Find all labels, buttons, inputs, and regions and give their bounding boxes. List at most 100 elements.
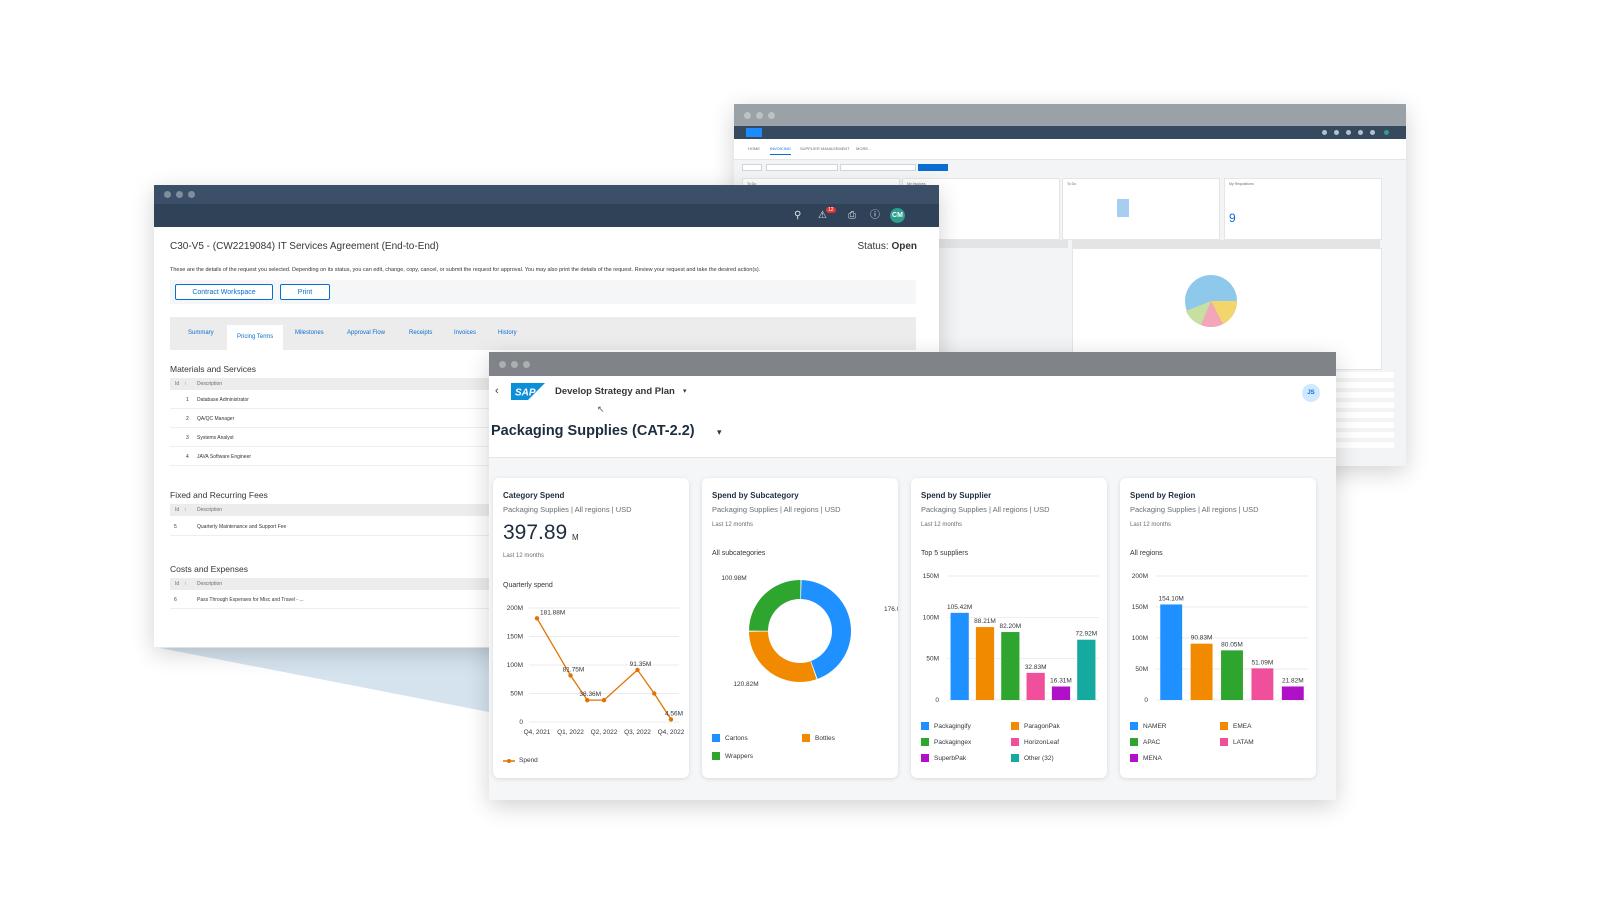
legend-swatch — [712, 734, 720, 742]
legend-item: APAC — [1130, 738, 1160, 746]
card-subtitle: Packaging Supplies | All regions | USD — [503, 505, 632, 514]
contract-workspace-button[interactable]: Contract Workspace — [175, 284, 273, 300]
sort-icon[interactable]: ↑ — [184, 507, 187, 513]
row-id: 2 — [186, 416, 189, 422]
filter-select[interactable] — [742, 164, 762, 171]
notification-icon[interactable]: ⚠ — [818, 210, 827, 221]
legend-label: Packagingex — [934, 738, 972, 746]
page-header: Packaging Supplies (CAT-2.2) ▾ — [489, 413, 1336, 458]
tab-summary[interactable]: Summary — [188, 330, 214, 336]
section-band — [938, 240, 1068, 248]
table-header: Id ↑ Description — [170, 504, 490, 516]
tab-invoices[interactable]: Invoices — [454, 330, 477, 336]
ap-workload-pie — [1185, 275, 1237, 327]
table-row[interactable]: 1 Database Administrator — [170, 390, 490, 409]
legend-item: Cartons — [712, 734, 748, 742]
legend-swatch — [921, 722, 929, 730]
legend-item: MENA — [1130, 754, 1162, 762]
table-row[interactable]: 5 Quarterly Maintenance and Support Fee — [170, 517, 490, 536]
bar — [1077, 639, 1096, 700]
search-icon[interactable] — [1322, 130, 1327, 135]
page-title: C30-V5 - (CW2219084) IT Services Agreeme… — [170, 241, 439, 252]
avatar[interactable]: JS — [1302, 384, 1320, 402]
sort-icon[interactable]: ↑ — [184, 581, 187, 587]
app-title[interactable]: Develop Strategy and Plan — [555, 386, 675, 397]
card-period: Last 12 months — [712, 522, 754, 528]
donut-slice — [749, 631, 817, 682]
legend-line-marker — [503, 758, 515, 763]
spend-by-supplier-card[interactable]: Spend by Supplier Packaging Supplies | A… — [911, 478, 1107, 778]
x-tick-label: Q4, 2022 — [658, 729, 685, 736]
my-requisitions-card[interactable]: My Requisitions 9 — [1224, 178, 1382, 240]
back-search-toolbar — [734, 160, 1406, 176]
print-icon[interactable]: ⎙ — [848, 210, 856, 221]
sap-logo[interactable]: SAP — [511, 383, 545, 400]
kpi-unit: M — [572, 533, 579, 542]
caret-down-icon[interactable]: ▾ — [717, 427, 722, 437]
column-description: Description — [197, 581, 223, 587]
x-tick-label: Q3, 2022 — [624, 729, 651, 736]
spend-by-region-card[interactable]: Spend by Region Packaging Supplies | All… — [1120, 478, 1316, 778]
legend-swatch — [802, 734, 810, 742]
notification-icon[interactable] — [1334, 130, 1339, 135]
x-tick-label: Q1, 2022 — [557, 729, 584, 736]
search-input-2[interactable] — [840, 164, 916, 171]
search-button[interactable] — [918, 164, 948, 171]
chart-title: Quarterly spend — [503, 582, 553, 589]
chat-icon[interactable] — [1358, 130, 1363, 135]
legend-label: Other (32) — [1024, 754, 1054, 762]
shell-bar: ⚲ ⚠ 12 ⎙ ⓘ CM — [154, 204, 939, 227]
print-button[interactable]: Print — [280, 284, 330, 300]
settings-icon[interactable] — [1370, 130, 1375, 135]
row-description: JAVA Software Engineer — [197, 454, 252, 460]
avatar[interactable]: CM — [890, 208, 905, 223]
search-input[interactable] — [766, 164, 838, 171]
help-icon[interactable]: ⓘ — [870, 210, 880, 221]
avatar[interactable] — [1384, 130, 1389, 135]
legend-swatch — [921, 754, 929, 762]
tab-pricing-terms[interactable]: Pricing Terms — [227, 325, 284, 350]
chart-filter: All regions — [1130, 550, 1163, 557]
back-tab-bar: HOME INVOICING SUPPLIER MANAGEMENT MORE.… — [734, 139, 1406, 160]
tab-invoicing[interactable]: INVOICING — [770, 146, 791, 155]
table-row[interactable]: 2 QA/QC Manager — [170, 409, 490, 428]
slice-label: 176.09M — [884, 606, 898, 613]
search-icon[interactable]: ⚲ — [794, 210, 802, 221]
legend-label: Bottles — [815, 734, 835, 742]
table-row[interactable]: 4 JAVA Software Engineer — [170, 447, 490, 466]
todo-chart-card[interactable]: To Do — [1062, 178, 1220, 240]
tab-milestones[interactable]: Milestones — [295, 330, 324, 336]
legend-item: HorizonLeaf — [1011, 738, 1059, 746]
help-icon[interactable] — [1346, 130, 1351, 135]
spend-by-subcategory-card[interactable]: Spend by Subcategory Packaging Supplies … — [702, 478, 898, 778]
tab-more[interactable]: MORE... — [856, 146, 872, 151]
ap-workload-card[interactable] — [1072, 248, 1382, 370]
category-spend-card[interactable]: Category Spend Packaging Supplies | All … — [493, 478, 689, 778]
y-tick-label: 200M — [507, 605, 523, 612]
tab-receipts[interactable]: Receipts — [409, 330, 433, 336]
table-row[interactable]: 3 Systems Analyst — [170, 428, 490, 447]
back-icon[interactable]: ‹ — [495, 385, 499, 397]
data-point — [585, 697, 590, 703]
legend-label: Spend — [519, 757, 538, 764]
y-tick-label: 200M — [1132, 573, 1148, 580]
table-row[interactable]: 6 Pass Through Expenses for Misc and Trav… — [170, 590, 490, 609]
section-title: Costs and Expenses — [170, 564, 248, 574]
sort-icon[interactable]: ↑ — [184, 381, 187, 387]
status-value: Open — [891, 241, 917, 252]
status-label: Status: — [857, 241, 889, 252]
data-label: 181.88M — [540, 609, 565, 616]
tab-history[interactable]: History — [498, 330, 517, 336]
legend-swatch — [1130, 754, 1138, 762]
bar-label: 32.83M — [1025, 664, 1047, 671]
y-tick-label: 0 — [935, 697, 939, 704]
legend-swatch — [1220, 738, 1228, 746]
chevron-down-icon[interactable]: ▾ — [683, 388, 687, 395]
tab-supplier-management[interactable]: SUPPLIER MANAGEMENT — [800, 146, 850, 151]
row-description: Pass Through Expenses for Misc and Trave… — [197, 597, 304, 603]
card-title: Category Spend — [503, 491, 565, 500]
tab-approval-flow[interactable]: Approval Flow — [347, 330, 386, 336]
card-period: Last 12 months — [1130, 522, 1172, 528]
legend-item: Bottles — [802, 734, 835, 742]
tab-home[interactable]: HOME — [748, 146, 760, 151]
